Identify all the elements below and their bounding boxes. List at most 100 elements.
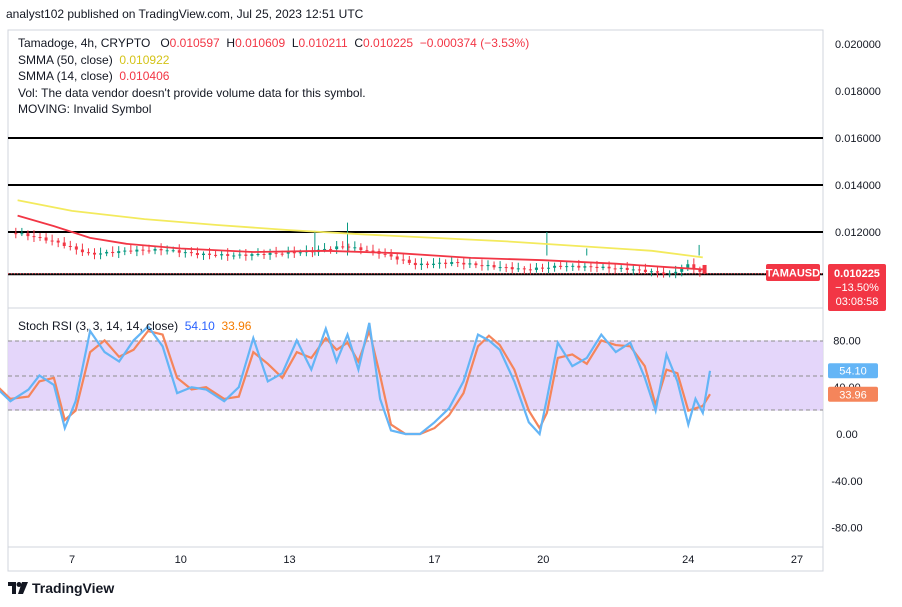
candle-body [668,273,672,275]
bar-countdown: 03:08:58 [836,296,879,308]
candle-body [74,246,78,250]
candle-body [516,268,520,270]
candle-body [450,262,454,264]
candle-body [613,268,617,270]
stoch-k-tag [828,363,878,379]
time-tick-label: 7 [69,554,75,566]
candle-body [256,254,260,256]
stoch-tick-label: -40.00 [831,476,862,488]
candle-body [607,266,611,269]
horizontal-lines [8,137,823,276]
tradingview-icon [8,582,28,594]
candle-body [432,263,436,265]
candle-body [62,242,66,246]
candle-body [189,252,193,254]
candle-body [80,249,84,253]
candle-body [147,250,151,252]
stoch-k-tag-text: 54.10 [839,366,867,378]
candle-body [674,271,678,274]
candle-body [438,262,442,264]
symbol-tag-text: TAMAUSD [766,268,820,280]
candle-body [413,262,417,266]
candle-body [171,250,175,252]
candle-body [619,267,623,269]
candle-body [698,269,702,272]
stoch-k-line [0,322,712,437]
candle-body [177,250,181,253]
candle-body [565,266,569,268]
candle-body [292,251,296,254]
candle-body [504,267,508,269]
stoch-k-value: 54.10 [184,319,215,333]
candle-body [26,233,30,237]
candle-body [486,265,490,267]
candle-body [135,249,139,252]
candle-body [649,271,653,273]
price-axis: 0.020000 0.018000 0.016000 0.014000 0.012000 [835,39,881,239]
last-candle [702,264,707,274]
candle-body [123,250,127,252]
candle-body [232,255,236,257]
time-tick-label: 13 [283,554,295,566]
candle-body [323,248,327,250]
last-price-change: −13.50% [835,282,879,294]
candle-body [528,269,532,271]
stoch-tick-label: 80.00 [833,335,861,347]
candle-body [456,262,460,264]
candle-body [401,259,405,261]
candle-body [50,240,54,242]
candle-body [595,266,599,269]
candle-body [86,252,90,254]
candle-body [195,253,199,256]
candle-body [99,253,103,255]
candle-body [656,271,660,273]
candle-body [201,253,205,256]
candle-body [280,253,284,255]
tradingview-logo-text: TradingView [32,580,115,596]
change-value: −0.000374 (−3.53%) [419,36,530,50]
candle-body [183,252,187,254]
candles [14,222,707,279]
candle-body [105,251,109,254]
smma14-legend: SMMA (14, close) 0.010406 [18,69,170,83]
publish-info: analyst102 published on TradingView.com,… [6,7,364,21]
candle-body [553,265,557,268]
candle-body [262,254,266,256]
candle-body [480,265,484,267]
time-tick-label: 24 [682,554,694,566]
candle-body [68,245,72,247]
smma14-line [17,214,703,271]
candle-body [637,269,641,271]
price-series [17,199,703,271]
candle-body [274,252,278,254]
candle-body [589,266,593,268]
candle-body [571,265,575,267]
candle-body [117,251,121,254]
candle-body [341,246,345,248]
candle-body [165,250,169,252]
candle-body [56,240,60,243]
candle-body [492,265,496,268]
candle-body [577,265,581,268]
candle-body [583,266,587,268]
time-tick-label: 10 [175,554,187,566]
candle-body [14,233,18,235]
time-axis: 7 10 13 17 20 24 27 [69,554,803,566]
price-tick-label: 0.012000 [835,227,881,239]
time-tick-label: 20 [537,554,549,566]
candle-body [359,247,363,251]
candle-body [662,272,666,275]
candle-body [159,248,163,251]
candle-body [462,262,466,265]
candle-body [298,252,302,254]
candle-body [559,265,563,267]
open-value: 0.010597 [169,36,220,50]
candle-body [498,267,502,269]
candle-body [631,269,635,271]
candle-body [129,250,133,252]
tradingview-logo[interactable]: TradingView [8,580,114,596]
price-tag: TAMAUSD 0.010225 −13.50% 03:08:58 [766,264,886,311]
candle-body [419,263,423,266]
candle-body [534,267,538,270]
